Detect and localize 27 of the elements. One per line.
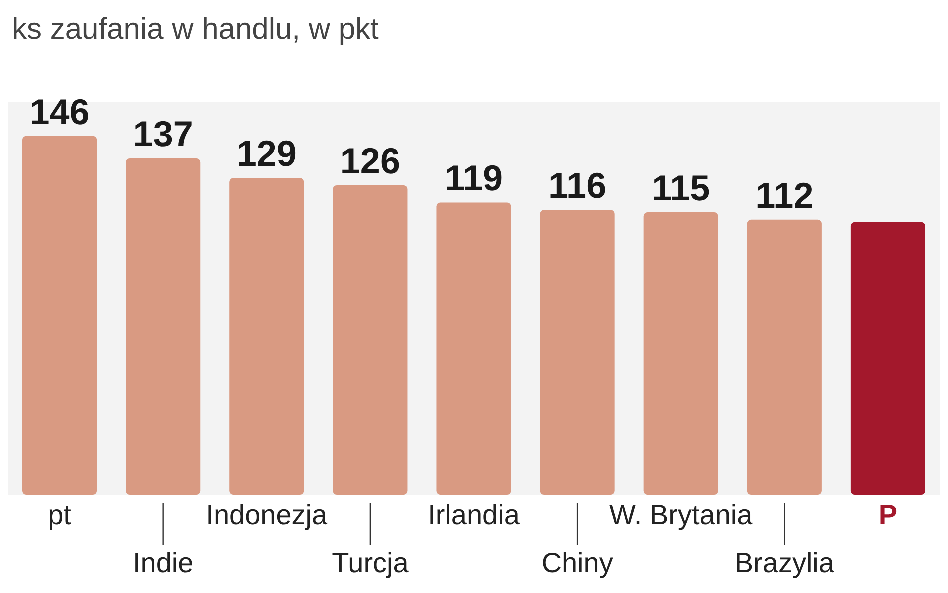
bar — [126, 158, 201, 495]
chart-title: ks zaufania w handlu, w pkt — [11, 12, 380, 48]
x-tick-label: Chiny — [542, 548, 614, 579]
bar — [850, 222, 926, 495]
x-tick-label: P — [878, 500, 898, 531]
x-tick-label: Indie — [132, 548, 194, 579]
x-tick-label: Irlandia — [428, 500, 520, 531]
data-label: 116 — [548, 164, 607, 206]
bar — [333, 186, 408, 495]
bar — [436, 202, 512, 495]
x-tick-label: W. Brytania — [610, 500, 754, 531]
x-tick-label: pt — [48, 500, 72, 531]
data-label: 129 — [236, 133, 297, 174]
bar — [230, 178, 304, 495]
bar — [747, 220, 822, 495]
x-tick-label: Brazylia — [734, 548, 835, 579]
data-label: 112 — [756, 174, 814, 216]
x-tick-label: Indonezja — [206, 500, 328, 531]
data-label: 115 — [652, 167, 710, 208]
x-tick-label: Turcja — [332, 548, 410, 579]
data-label: 119 — [444, 158, 504, 199]
data-label: 137 — [133, 113, 194, 154]
bar — [644, 212, 718, 495]
bar — [540, 210, 615, 495]
data-label: 126 — [340, 140, 400, 182]
data-label: 146 — [30, 91, 90, 132]
bar — [22, 136, 98, 495]
